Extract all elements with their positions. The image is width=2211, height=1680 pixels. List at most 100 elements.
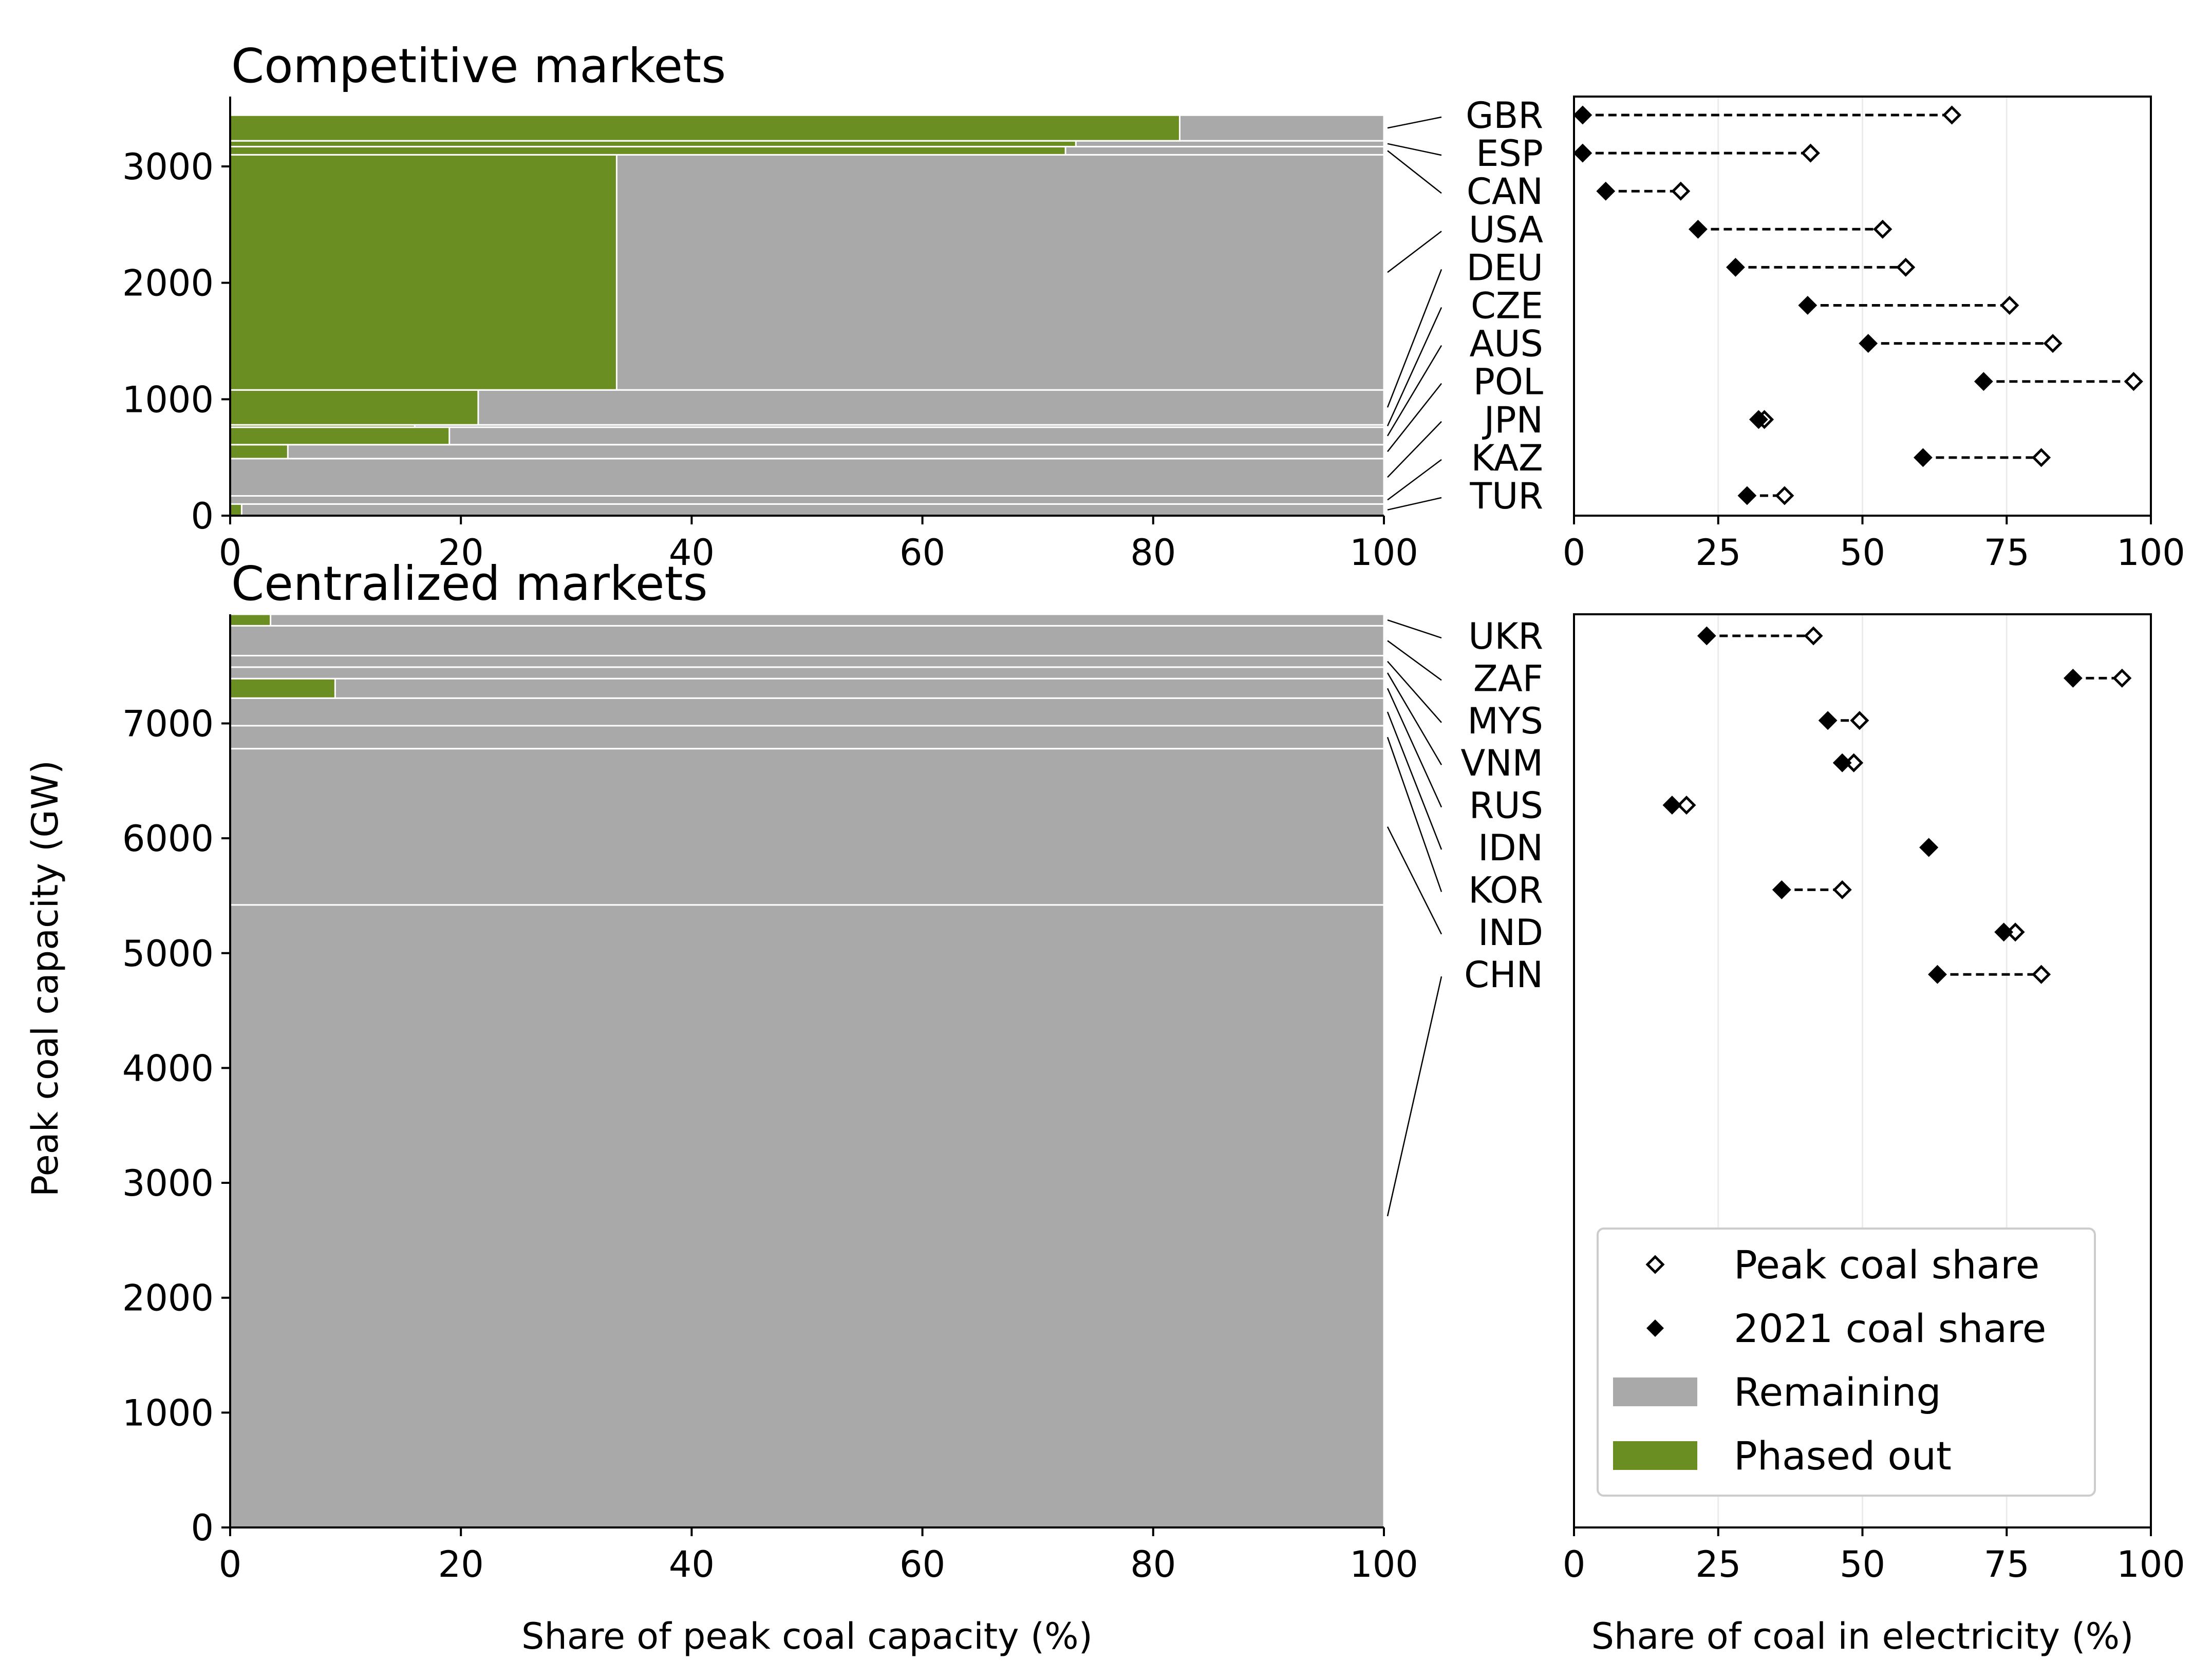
x-tick-label: 0	[219, 532, 242, 574]
current-share-marker-aus	[1859, 334, 1878, 353]
connector-ukr	[1387, 619, 1442, 639]
connector-vnm	[1386, 672, 1442, 765]
country-label-cze: CZE	[1471, 285, 1543, 327]
current-share-marker-usa	[1689, 219, 1708, 239]
current-share-marker-tur	[1737, 486, 1757, 505]
x-tick-label: 25	[1695, 532, 1741, 574]
x-tick-label: 0	[219, 1543, 242, 1585]
current-share-marker-ukr	[1697, 626, 1716, 646]
y-tick-label: 6000	[122, 818, 214, 860]
current-share-marker-jpn	[1749, 410, 1768, 429]
peak-share-marker-kor	[1832, 880, 1852, 899]
remaining-bar-ukr	[229, 613, 1385, 627]
remaining-bar-mys	[229, 655, 1385, 668]
connector-lines-layer	[1386, 116, 1442, 1217]
remaining-bar-kaz	[229, 495, 1385, 505]
peak-share-marker-usa	[1873, 219, 1893, 239]
country-label-gbr: GBR	[1466, 95, 1543, 137]
y-tick-label: 7000	[122, 703, 214, 745]
x-axis-label: Share of coal in electricity (%)	[1591, 1615, 2134, 1657]
peak-share-marker-esp	[1801, 143, 1820, 163]
current-share-marker-kaz	[1914, 448, 1933, 467]
y-tick-label: 2000	[122, 1277, 214, 1319]
peak-share-marker-rus	[1677, 796, 1696, 815]
x-tick-label: 60	[900, 1543, 945, 1585]
y-tick-label: 5000	[122, 933, 214, 975]
peak-share-marker-deu	[1896, 257, 1916, 277]
x-tick-label: 60	[900, 532, 945, 574]
current-share-marker-ind	[1994, 922, 2014, 942]
current-share-marker-kor	[1772, 880, 1791, 899]
phased-out-bar-gbr	[229, 114, 1181, 142]
connector-gbr	[1387, 116, 1442, 129]
x-tick-label: 20	[438, 1543, 484, 1585]
y-tick-label: 1000	[122, 379, 214, 421]
titles-layer: Competitive markets Centralized markets	[231, 39, 726, 611]
peak-share-marker-chn	[2032, 965, 2051, 984]
phased-out-bar-aus	[229, 426, 451, 446]
legend-marker-2021-coal-share	[1646, 1319, 1664, 1337]
x-tick-label: 100	[1350, 532, 1418, 574]
remaining-bar-idn	[229, 697, 1385, 727]
connector-aus	[1386, 345, 1442, 437]
remaining-bar-pol	[229, 444, 1385, 460]
legend-label-peak-coal-share: Peak coal share	[1734, 1242, 2039, 1288]
x-tick-label: 40	[669, 1543, 715, 1585]
phased-out-bar-tur	[229, 503, 242, 517]
country-label-chn: CHN	[1464, 954, 1543, 996]
phased-out-bar-deu	[229, 389, 479, 426]
remaining-bar-rus	[229, 677, 1385, 699]
peak-share-marker-ukr	[1804, 626, 1823, 646]
share-markers-layer	[1573, 105, 2143, 984]
current-share-marker-zaf	[2063, 668, 2083, 688]
phased-out-bar-rus	[229, 677, 336, 699]
remaining-bar-ind	[229, 748, 1385, 906]
current-share-marker-pol	[1974, 372, 1993, 391]
current-share-marker-cze	[1798, 296, 1817, 315]
x-tick-label: 25	[1695, 1543, 1741, 1585]
country-label-tur: TUR	[1469, 475, 1543, 517]
x-tick-label: 20	[438, 532, 484, 574]
country-label-deu: DEU	[1467, 247, 1543, 289]
legend: Peak coal share 2021 coal share Remaining P…	[1597, 1228, 2096, 1497]
x-tick-label: 75	[1984, 532, 2030, 574]
y-axis-label: Peak coal capacity (GW)	[24, 760, 66, 1197]
peak-share-marker-cze	[2000, 295, 2019, 315]
country-label-vnm: VNM	[1460, 742, 1543, 784]
y-tick-label: 2000	[122, 262, 214, 305]
country-label-can: CAN	[1467, 171, 1543, 213]
panel-title: Centralized markets	[231, 556, 708, 611]
peak-share-marker-mys	[1850, 711, 1869, 730]
connector-tur	[1387, 497, 1442, 511]
connector-pol	[1387, 383, 1442, 452]
legend-label-2021-coal-share: 2021 coal share	[1734, 1306, 2046, 1351]
country-label-kor: KOR	[1468, 869, 1543, 911]
connector-zaf	[1387, 640, 1442, 681]
x-tick-label: 0	[1563, 1543, 1586, 1585]
remaining-bar-jpn	[229, 458, 1385, 497]
current-share-marker-esp	[1573, 143, 1592, 163]
connector-esp	[1387, 143, 1442, 156]
phased-out-bar-pol	[229, 444, 289, 460]
legend-label-remaining: Remaining	[1734, 1369, 1941, 1415]
country-label-ind: IND	[1478, 912, 1543, 954]
phased-out-bar-can	[229, 145, 1066, 156]
x-tick-label: 80	[1130, 532, 1176, 574]
y-tick-label: 4000	[122, 1047, 214, 1089]
current-share-marker-idn	[1919, 838, 1939, 857]
x-tick-label: 75	[1984, 1543, 2030, 1585]
country-label-usa: USA	[1469, 209, 1543, 251]
peak-share-marker-can	[1671, 181, 1691, 201]
country-label-esp: ESP	[1476, 133, 1543, 175]
x-tick-label: 50	[1840, 1543, 1885, 1585]
current-share-marker-rus	[1662, 796, 1682, 815]
remaining-bar-kor	[229, 725, 1385, 750]
peak-share-marker-aus	[2043, 334, 2063, 353]
connector-deu	[1386, 269, 1442, 408]
remaining-bar-chn	[229, 904, 1385, 1528]
country-label-idn: IDN	[1478, 827, 1543, 869]
country-label-rus: RUS	[1469, 785, 1543, 827]
remaining-bar-vnm	[229, 666, 1385, 679]
current-share-marker-vnm	[1832, 753, 1852, 772]
